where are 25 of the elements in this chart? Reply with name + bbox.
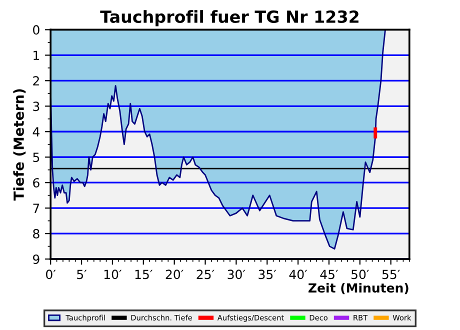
y-tick-label: 1 <box>34 50 40 60</box>
x-tick-label: 15′ <box>135 270 152 280</box>
y-tick-label: 0 <box>33 25 40 35</box>
y-tick-label: 5 <box>33 152 40 162</box>
x-axis-title: Zeit (Minuten) <box>308 282 408 294</box>
x-tick-label: 50′ <box>352 270 369 280</box>
x-tick-label: 35′ <box>258 270 276 280</box>
x-tick-label: 0′ <box>46 270 56 280</box>
x-tick-label: 25′ <box>196 270 214 280</box>
x-tick-label: 45′ <box>320 270 338 280</box>
chart-title: Tauchprofil fuer TG Nr 1232 <box>100 10 358 26</box>
y-tick-label: 6 <box>33 178 40 188</box>
x-tick-label: 5′ <box>77 270 87 280</box>
y-axis-title: Tiefe (Metern) <box>13 89 26 201</box>
y-tick-label: 3 <box>33 102 40 112</box>
y-tick-label: 8 <box>33 229 40 238</box>
x-tick-label: 55′ <box>382 270 400 280</box>
x-tick-label: 30′ <box>228 270 246 280</box>
x-tick-label: 40′ <box>289 270 308 280</box>
y-tick-label: 9 <box>33 254 40 264</box>
x-tick-label: 10′ <box>104 270 122 280</box>
y-tick-label: 2 <box>33 76 39 86</box>
y-tick-label: 4 <box>32 127 40 136</box>
x-tick-label: 20′ <box>166 270 184 280</box>
y-tick-label: 7 <box>33 204 40 213</box>
